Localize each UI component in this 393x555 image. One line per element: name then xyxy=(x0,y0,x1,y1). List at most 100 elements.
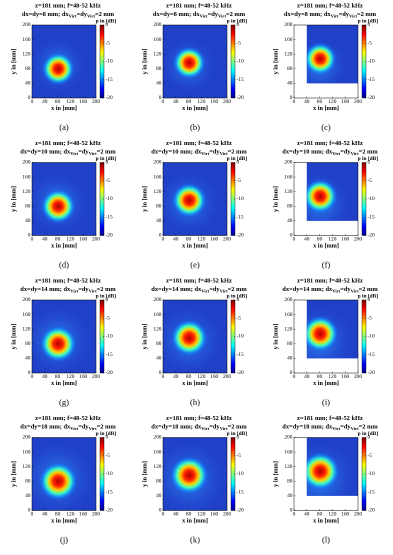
y-tick-label: 200 xyxy=(153,297,161,303)
colorbar-tick-label: -10 xyxy=(368,471,375,477)
colorbar-label: p in [dB] xyxy=(96,156,117,162)
x-tick-label: 80 xyxy=(186,512,192,518)
colorbar-tick-label: -20 xyxy=(368,95,375,101)
colorbar-tick-label: -20 xyxy=(368,233,375,239)
x-tick-label: 80 xyxy=(55,237,61,243)
y-tick-label: 40 xyxy=(156,356,162,362)
panel-subtitle: dx=dy=18 mm; dxVirt=dyVirt=2 mm xyxy=(20,424,116,431)
x-tick-label: 120 xyxy=(197,374,205,380)
y-axis-label: y in [mm] xyxy=(272,461,279,487)
x-tick-label: 40 xyxy=(173,374,179,380)
colorbar-tick-label: -5 xyxy=(368,453,373,459)
subtitle-part: =dy xyxy=(78,424,89,431)
colorbar-tick-label: 0 xyxy=(106,297,109,303)
heatmap-image xyxy=(32,25,96,98)
y-tick-label: 0 xyxy=(159,95,162,101)
heatmap-image xyxy=(32,162,96,236)
plot-frame xyxy=(31,437,97,511)
subtitle-part: =dy xyxy=(339,11,350,18)
subtitle-part: =2 mm xyxy=(359,286,379,293)
x-tick-label: 40 xyxy=(173,99,179,105)
panel-subtitle: dx=dy=10 mm; dxVirt=dyVirt=2 mm xyxy=(20,149,116,156)
y-tick-label: 120 xyxy=(284,189,292,195)
y-axis-label: y in [mm] xyxy=(272,49,279,75)
y-tick-label: 40 xyxy=(287,81,293,87)
caption: (h) xyxy=(190,397,200,407)
x-axis-label: x in [mm] xyxy=(51,242,77,249)
colorbar-tick-label: -20 xyxy=(106,370,113,376)
y-axis-label: y in [mm] xyxy=(141,49,148,75)
y-tick-label: 200 xyxy=(22,435,30,441)
subtitle-part: =2 mm xyxy=(357,11,377,18)
x-tick-label: 120 xyxy=(66,374,74,380)
y-tick-label: 0 xyxy=(290,508,293,514)
subtitle-part: =dy xyxy=(209,424,220,431)
subtitle-part: =dy xyxy=(78,149,89,156)
subtitle-part: dx=dy=8 mm; dx xyxy=(284,11,332,18)
subtitle-part: Virt xyxy=(220,151,228,156)
x-tick-label: 40 xyxy=(173,512,179,518)
y-axis-label: y in [mm] xyxy=(10,49,17,75)
y-tick-label: 160 xyxy=(284,449,292,455)
heatmap-hotspot xyxy=(306,41,338,76)
heatmap-image xyxy=(306,25,358,84)
x-tick-label: 0 xyxy=(31,512,34,518)
y-tick-label: 40 xyxy=(25,493,31,499)
y-tick-label: 80 xyxy=(287,204,293,210)
subtitle-part: dx=dy=14 mm; dx xyxy=(151,286,202,293)
colorbar-label: p in [dB] xyxy=(358,156,379,162)
y-tick-label: 120 xyxy=(22,464,30,470)
y-tick-label: 200 xyxy=(284,297,292,303)
x-tick-label: 80 xyxy=(186,374,192,380)
colorbar-label: p in [dB] xyxy=(358,294,379,300)
y-tick-label: 80 xyxy=(156,341,162,347)
y-axis-label: y in [mm] xyxy=(272,324,279,350)
y-tick-label: 160 xyxy=(22,449,30,455)
x-axis-label: x in [mm] xyxy=(182,242,208,249)
y-tick-label: 160 xyxy=(153,312,161,318)
y-tick-label: 160 xyxy=(153,449,161,455)
colorbar-tick-label: -5 xyxy=(237,315,242,321)
subtitle-part: =dy xyxy=(78,286,89,293)
heatmap-hotspot xyxy=(40,188,77,225)
colorbar-tick-label: -10 xyxy=(106,196,113,202)
x-tick-label: 120 xyxy=(66,99,74,105)
y-tick-label: 160 xyxy=(22,174,30,180)
colorbar-tick-label: -20 xyxy=(368,508,375,514)
colorbar-tick-label: 0 xyxy=(368,435,371,441)
colorbar-tick-label: 0 xyxy=(106,22,109,28)
caption: (g) xyxy=(59,397,69,407)
colorbar-label: p in [dB] xyxy=(358,431,379,437)
x-tick-label: 120 xyxy=(328,237,336,243)
panel-title: z=181 mm; f=48-52 kHz xyxy=(297,140,363,147)
x-tick-label: 0 xyxy=(162,374,165,380)
subtitle-part: Virt xyxy=(200,14,208,19)
x-tick-label: 40 xyxy=(304,99,310,105)
y-tick-label: 40 xyxy=(25,81,31,87)
y-tick-label: 0 xyxy=(28,233,31,239)
heatmap-hotspot xyxy=(39,324,78,363)
x-tick-label: 80 xyxy=(55,512,61,518)
x-tick-label: 200 xyxy=(92,237,100,243)
y-tick-label: 0 xyxy=(159,233,162,239)
y-tick-label: 40 xyxy=(156,493,162,499)
plot-frame xyxy=(31,24,97,99)
colorbar-label: p in [dB] xyxy=(227,294,248,300)
x-tick-label: 160 xyxy=(79,237,87,243)
caption: (k) xyxy=(190,534,200,544)
y-tick-label: 80 xyxy=(287,479,293,485)
subtitle-part: dx=dy=10 mm; dx xyxy=(20,149,71,156)
y-tick-label: 120 xyxy=(153,51,161,57)
y-tick-label: 40 xyxy=(156,218,162,224)
colorbar-tick-label: 0 xyxy=(368,160,371,166)
subtitle-part: Virt xyxy=(70,151,78,156)
y-tick-label: 200 xyxy=(22,22,30,28)
x-tick-label: 200 xyxy=(354,237,362,243)
subtitle-part: =dy xyxy=(77,11,88,18)
y-axis-label: y in [mm] xyxy=(141,461,148,487)
x-tick-label: 0 xyxy=(162,512,165,518)
subtitle-part: =2 mm xyxy=(359,149,379,156)
